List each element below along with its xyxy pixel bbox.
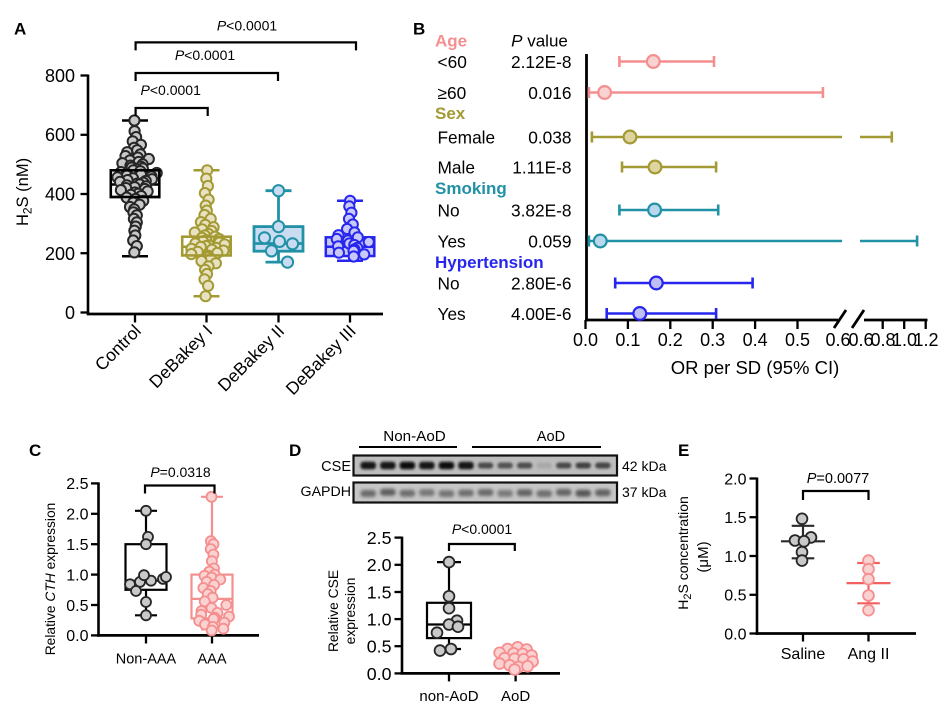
- svg-text:expression: expression: [343, 578, 358, 645]
- svg-text:600: 600: [45, 125, 75, 145]
- svg-text:GAPDH: GAPDH: [301, 484, 351, 500]
- svg-text:(μM): (μM): [695, 541, 712, 572]
- svg-text:1.0: 1.0: [367, 610, 392, 630]
- svg-text:OR per SD (95% CI): OR per SD (95% CI): [671, 357, 840, 378]
- svg-text:Smoking: Smoking: [435, 179, 507, 198]
- svg-text:1.11E-8: 1.11E-8: [512, 158, 571, 178]
- svg-text:1.0: 1.0: [892, 330, 917, 350]
- svg-text:AoD: AoD: [501, 688, 530, 705]
- svg-text:P=0.0077: P=0.0077: [807, 471, 870, 487]
- svg-text:0.0: 0.0: [573, 330, 598, 350]
- svg-text:0.6: 0.6: [825, 330, 850, 350]
- svg-text:P=0.0318: P=0.0318: [150, 464, 211, 480]
- svg-text:2.12E-8: 2.12E-8: [511, 52, 572, 72]
- svg-text:Saline: Saline: [781, 646, 826, 663]
- svg-text:0.0: 0.0: [367, 664, 392, 684]
- svg-text:H2S (nM): H2S (nM): [14, 158, 35, 226]
- svg-text:Yes: Yes: [438, 232, 467, 252]
- svg-text:0.8: 0.8: [870, 330, 895, 350]
- svg-text:1.0: 1.0: [724, 549, 746, 566]
- svg-text:Female: Female: [438, 128, 496, 148]
- svg-text:A: A: [14, 20, 26, 39]
- svg-text:0.3: 0.3: [700, 330, 725, 350]
- svg-text:<60: <60: [438, 52, 467, 72]
- svg-text:2.80E-6: 2.80E-6: [511, 274, 572, 294]
- svg-text:0.6: 0.6: [848, 330, 873, 350]
- svg-text:0.2: 0.2: [658, 330, 683, 350]
- svg-text:≥60: ≥60: [438, 83, 467, 103]
- svg-text:Age: Age: [435, 32, 467, 51]
- svg-text:2.0: 2.0: [66, 507, 88, 524]
- svg-text:D: D: [289, 441, 301, 460]
- svg-text:0.5: 0.5: [66, 598, 88, 615]
- svg-text:non-AoD: non-AoD: [419, 688, 478, 705]
- svg-text:2.5: 2.5: [367, 528, 392, 548]
- svg-text:37 kDa: 37 kDa: [622, 484, 667, 500]
- svg-text:800: 800: [45, 66, 75, 86]
- svg-text:3.82E-8: 3.82E-8: [511, 201, 572, 221]
- svg-text:0.016: 0.016: [528, 83, 571, 103]
- svg-text:0.5: 0.5: [367, 637, 392, 657]
- svg-text:B: B: [413, 20, 425, 39]
- svg-text:2.0: 2.0: [724, 471, 746, 488]
- svg-text:Non-AoD: Non-AoD: [383, 428, 445, 445]
- svg-text:Male: Male: [438, 158, 475, 178]
- svg-text:200: 200: [45, 244, 75, 264]
- svg-text:0.038: 0.038: [528, 128, 571, 148]
- svg-text:4.00E-6: 4.00E-6: [511, 304, 572, 324]
- svg-text:1.5: 1.5: [367, 582, 392, 602]
- svg-text:0: 0: [65, 303, 75, 323]
- svg-text:P value: P value: [511, 32, 568, 51]
- svg-text:42 kDa: 42 kDa: [622, 458, 667, 474]
- svg-text:CSE: CSE: [321, 459, 351, 475]
- svg-text:0.5: 0.5: [785, 330, 810, 350]
- svg-text:1.5: 1.5: [66, 537, 88, 554]
- svg-text:Non-AAA: Non-AAA: [116, 652, 177, 668]
- svg-text:0.0: 0.0: [724, 626, 746, 643]
- svg-text:P<0.0001: P<0.0001: [175, 47, 236, 63]
- svg-text:AoD: AoD: [537, 429, 565, 445]
- svg-text:0.0: 0.0: [66, 628, 88, 645]
- svg-text:Relative CTH expression: Relative CTH expression: [43, 503, 58, 656]
- svg-text:E: E: [678, 441, 689, 460]
- svg-text:H2S concentration: H2S concentration: [675, 496, 694, 610]
- svg-text:C: C: [29, 441, 41, 460]
- svg-text:1.5: 1.5: [724, 510, 746, 527]
- svg-text:Hypertension: Hypertension: [435, 253, 544, 272]
- svg-text:P<0.0001: P<0.0001: [217, 18, 278, 34]
- svg-text:Relative CSE: Relative CSE: [326, 570, 341, 652]
- svg-text:0.5: 0.5: [724, 588, 746, 605]
- svg-text:AAA: AAA: [197, 652, 226, 668]
- svg-text:1.0: 1.0: [66, 567, 88, 584]
- svg-text:0.4: 0.4: [743, 330, 768, 350]
- svg-text:Yes: Yes: [438, 304, 467, 324]
- svg-text:2.5: 2.5: [66, 476, 88, 493]
- svg-text:No: No: [438, 274, 460, 294]
- svg-text:2.0: 2.0: [367, 555, 392, 575]
- svg-text:1.2: 1.2: [913, 330, 938, 350]
- svg-text:No: No: [438, 201, 460, 221]
- svg-text:P<0.0001: P<0.0001: [141, 82, 202, 98]
- svg-text:0.1: 0.1: [615, 330, 640, 350]
- svg-text:Ang II: Ang II: [848, 646, 890, 663]
- svg-text:P<0.0001: P<0.0001: [452, 521, 513, 537]
- svg-text:0.059: 0.059: [528, 232, 571, 252]
- svg-text:Sex: Sex: [435, 104, 466, 123]
- svg-text:400: 400: [45, 185, 75, 205]
